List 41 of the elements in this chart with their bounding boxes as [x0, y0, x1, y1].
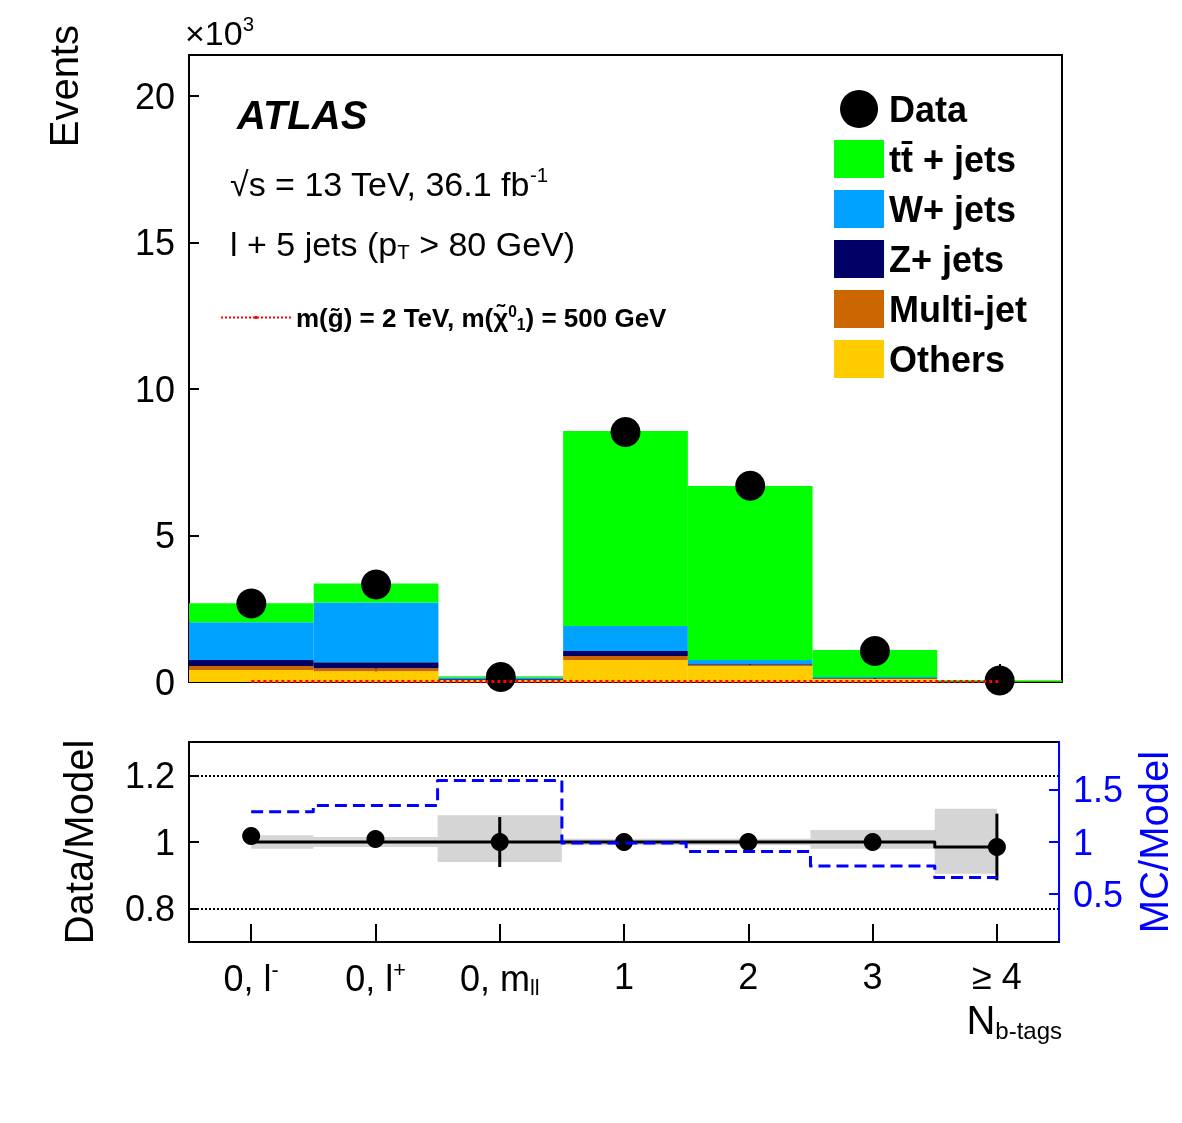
- x-tick-label: 1: [614, 955, 635, 997]
- x-tick-label: 0, l+: [345, 956, 406, 999]
- point: [242, 827, 261, 845]
- point: [610, 417, 641, 448]
- bar: [563, 650, 688, 656]
- annotation: ATLAS: [236, 93, 368, 137]
- legend-label: Multi-jet: [889, 288, 1028, 330]
- x-tick-label: 2: [738, 955, 759, 997]
- point: [987, 838, 1006, 856]
- y-tick-label: 0: [154, 661, 175, 703]
- point: [361, 569, 392, 600]
- y-axis-title: Events: [42, 25, 86, 148]
- bar: [563, 655, 688, 661]
- y-tick-label: 5: [154, 515, 175, 556]
- y-tick-label: 1.2: [124, 754, 175, 796]
- y-tick-label: 0.8: [124, 888, 175, 930]
- point: [236, 588, 267, 619]
- y-axis-title: Data/Model: [57, 739, 101, 945]
- point: [859, 635, 890, 666]
- y2-tick-label: 0.5: [1073, 873, 1124, 915]
- legend-label: Z+ jets: [889, 238, 1005, 280]
- y-tick-label: 20: [134, 75, 175, 117]
- annotation: l + 5 jets (pT > 80 GeV): [230, 224, 576, 263]
- x-tick-label: ≥ 4: [972, 955, 1022, 997]
- bar: [563, 626, 688, 651]
- y2-tick-label: 1.5: [1073, 769, 1124, 811]
- y2-tick-label: 1: [1073, 821, 1094, 863]
- y-tick-label: 1: [154, 821, 175, 863]
- legend-label: Others: [889, 338, 1006, 380]
- y-tick-label: 15: [134, 222, 175, 264]
- legend-label: Data: [889, 88, 969, 130]
- bar: [687, 660, 813, 665]
- legend-label: W+ jets: [889, 188, 1017, 230]
- point: [485, 662, 516, 693]
- point: [984, 665, 1015, 696]
- y-tick-label: 10: [134, 368, 175, 410]
- y2-axis-title: MC/Model: [1132, 750, 1176, 934]
- x-tick-label: 0, l-: [223, 956, 279, 999]
- x-tick-label: 3: [862, 955, 883, 997]
- point: [735, 470, 766, 501]
- legend-label: tt̄ + jets: [889, 138, 1017, 180]
